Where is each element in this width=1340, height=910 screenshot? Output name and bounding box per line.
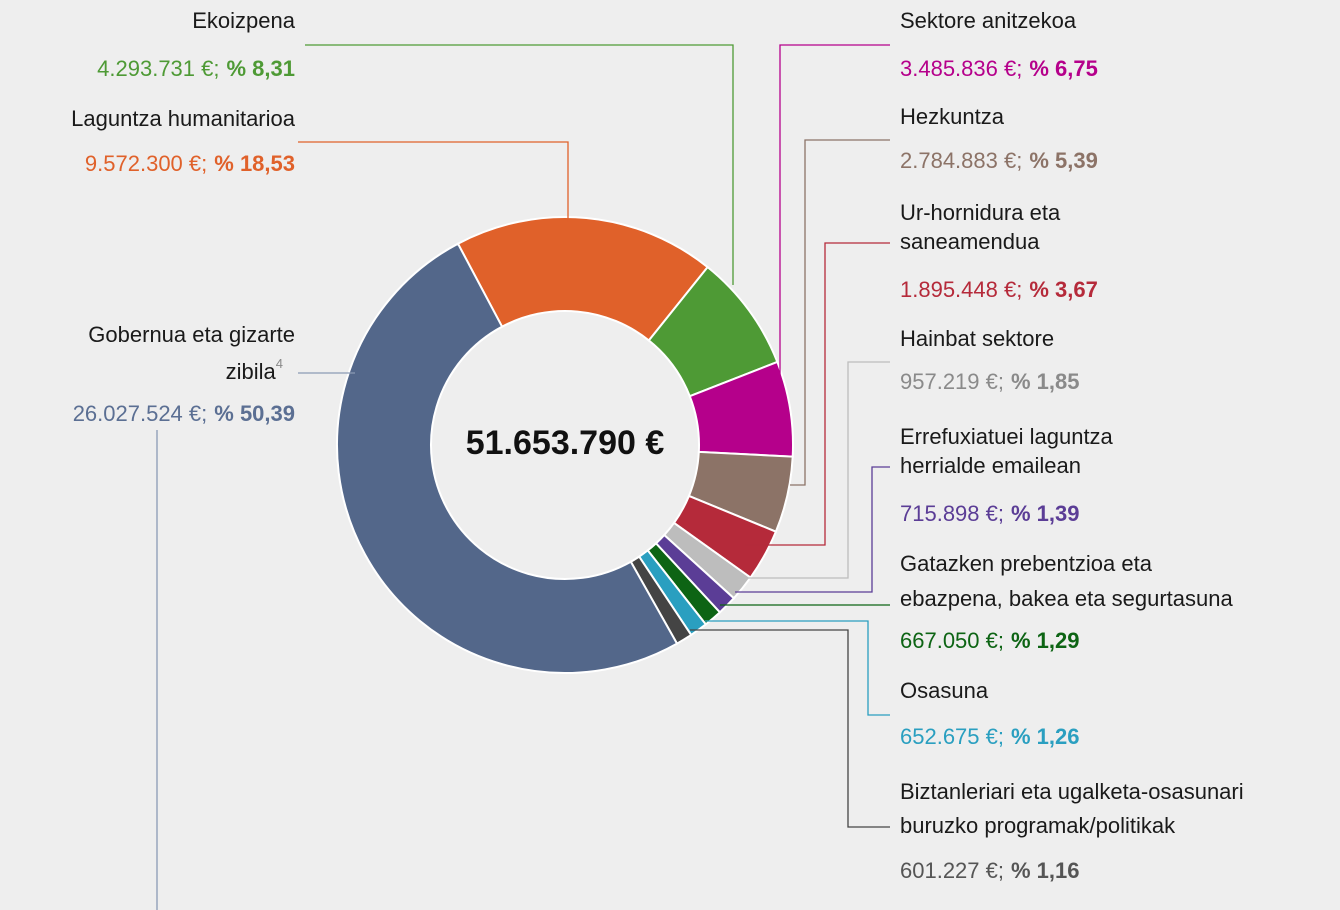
leader-line [705,620,890,716]
percent: % 1,85 [1011,369,1080,394]
percent: % 1,16 [1011,858,1080,883]
amount-label: 601.227 €; % 1,16 [900,858,1079,883]
label-line: Ur-hornidura eta [900,200,1061,225]
amount-label: 652.675 €; % 1,26 [900,724,1079,749]
leader-line [790,139,890,486]
amount: 9.572.300 €; [85,151,207,176]
amount-label: 1.895.448 €; % 3,67 [900,277,1098,302]
slices [336,216,794,674]
amount: 2.784.883 €; [900,148,1022,173]
amount-label: 26.027.524 €;% 50,39 [73,401,295,426]
category-label: Errefuxiatuei laguntza herrialde emailean [900,424,1114,478]
amount: 601.227 €; [900,858,1004,883]
category-label: Osasuna [900,678,989,703]
percent: % 50,39 [214,401,295,426]
label-line: ebazpena, bakea eta segurtasuna [900,586,1233,611]
category-label: Gobernua eta gizarte zibila4 [88,322,295,384]
percent: % 1,39 [1011,501,1080,526]
category-label: Biztanleriari eta ugalketa-osasunari buru… [900,779,1244,838]
percent: % 6,75 [1029,56,1098,81]
leader-line [735,466,890,593]
footnote-mark: 4 [276,356,283,371]
label-line: zibila4 [226,356,283,383]
percent: % 1,29 [1011,628,1080,653]
amount: 26.027.524 €; [73,401,208,426]
amount-label: 3.485.836 €; % 6,75 [900,56,1098,81]
percent: % 8,31 [227,56,296,81]
amount: 957.219 €; [900,369,1004,394]
leader-line [298,141,569,222]
label-line: herrialde emailean [900,453,1081,478]
leader-line [305,44,734,285]
category-label: Laguntza humanitarioa [71,106,296,131]
label-line: Gobernua eta gizarte [88,322,295,347]
amount-label: 2.784.883 €; % 5,39 [900,148,1098,173]
leader-line [745,242,890,546]
slice [336,242,679,674]
amount: 667.050 €; [900,628,1004,653]
label-line: buruzko programak/politikak [900,813,1176,838]
slice [456,216,710,342]
amount: 1.895.448 €; [900,277,1022,302]
total-label: 51.653.790 € [466,424,665,462]
percent: % 18,53 [214,151,295,176]
percent: % 1,26 [1011,724,1080,749]
percent: % 5,39 [1029,148,1098,173]
leader-line [748,361,890,579]
amount: 3.485.836 €; [900,56,1022,81]
category-label: Sektore anitzekoa [900,8,1077,33]
label-line: Biztanleriari eta ugalketa-osasunari [900,779,1244,804]
percent: % 3,67 [1029,277,1098,302]
amount-label: 9.572.300 €; % 18,53 [85,151,295,176]
category-label: Ur-hornidura eta saneamendua [900,200,1061,254]
leader-lines [156,44,890,910]
amount-label: 715.898 €; % 1,39 [900,501,1079,526]
amount-label: 667.050 €; % 1,29 [900,628,1079,653]
label-line: saneamendua [900,229,1040,254]
amount: 652.675 €; [900,724,1004,749]
amount: 715.898 €; [900,501,1004,526]
category-label: Hezkuntza [900,104,1005,129]
category-label: Ekoizpena [192,8,296,33]
leader-line [779,44,890,385]
label-line: Gatazken prebentzioa eta [900,551,1153,576]
amount-label: 957.219 €; % 1,85 [900,369,1079,394]
label-line: Errefuxiatuei laguntza [900,424,1114,449]
amount: 4.293.731 €; [97,56,219,81]
amount-label: 4.293.731 €; % 8,31 [97,56,295,81]
category-label: Hainbat sektore [900,326,1054,351]
leader-line [690,629,890,828]
category-label: Gatazken prebentzioa eta ebazpena, bakea … [900,551,1233,611]
